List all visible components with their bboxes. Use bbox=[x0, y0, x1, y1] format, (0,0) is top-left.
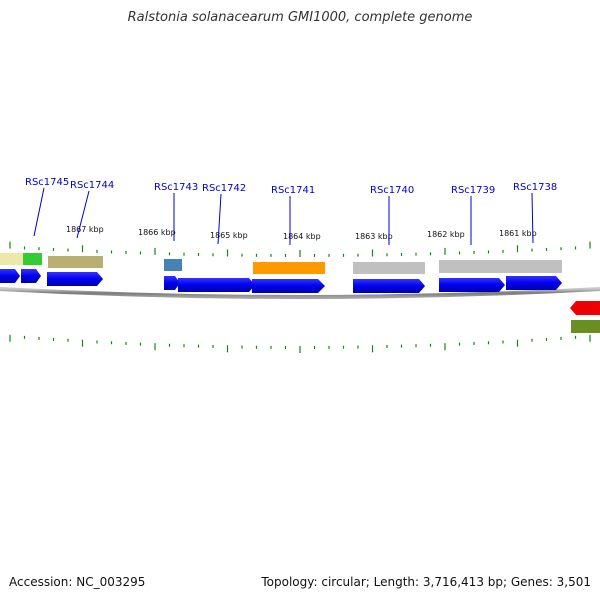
genome-backbone bbox=[0, 287, 600, 299]
feature-bars bbox=[0, 253, 562, 274]
gene-labels: RSc1745 RSc1744 RSc1743 RSc1742 RSc1741 … bbox=[25, 177, 557, 196]
gene-label-rsc1738[interactable]: RSc1738 bbox=[513, 182, 557, 193]
cds-arrow[interactable] bbox=[178, 278, 255, 292]
gray-feature-2[interactable] bbox=[439, 260, 562, 273]
cds-arrow[interactable] bbox=[164, 276, 180, 290]
scale-label: 1861 kbp bbox=[499, 229, 537, 238]
darkolive-feature[interactable] bbox=[571, 320, 600, 333]
gray-feature-1[interactable] bbox=[353, 262, 425, 274]
cds-arrow[interactable] bbox=[252, 279, 325, 293]
scale-labels: 1867 kbp 1866 kbp 1865 kbp 1864 kbp 1863… bbox=[66, 225, 537, 241]
scale-label: 1863 kbp bbox=[355, 232, 393, 241]
cds-arrow[interactable] bbox=[21, 269, 41, 283]
gene-label-pointers bbox=[33, 187, 534, 245]
scale-label: 1864 kbp bbox=[283, 232, 321, 241]
steelblue-feature[interactable] bbox=[164, 259, 182, 271]
gene-label-rsc1741[interactable]: RSc1741 bbox=[271, 185, 315, 196]
cds-arrow[interactable] bbox=[439, 278, 505, 292]
red-feature[interactable] bbox=[570, 301, 600, 315]
cds-arrow[interactable] bbox=[47, 272, 103, 286]
scale-label: 1866 kbp bbox=[138, 228, 176, 237]
green-feature[interactable] bbox=[23, 253, 42, 265]
orange-feature[interactable] bbox=[253, 262, 325, 274]
gene-label-rsc1745[interactable]: RSc1745 bbox=[25, 177, 69, 188]
scale-label: 1865 kbp bbox=[210, 231, 248, 240]
yellow-feature[interactable] bbox=[0, 253, 23, 265]
gene-label-rsc1744[interactable]: RSc1744 bbox=[70, 180, 114, 191]
cds-arrow[interactable] bbox=[353, 279, 425, 293]
gene-label-rsc1742[interactable]: RSc1742 bbox=[202, 183, 246, 194]
cds-arrows bbox=[0, 269, 562, 293]
genome-summary-text: Topology: circular; Length: 3,716,413 bp… bbox=[261, 575, 591, 589]
gene-label-rsc1743[interactable]: RSc1743 bbox=[154, 182, 198, 193]
gene-label-rsc1740[interactable]: RSc1740 bbox=[370, 185, 414, 196]
accession-text: Accession: NC_003295 bbox=[9, 575, 146, 589]
scale-label: 1862 kbp bbox=[427, 230, 465, 239]
cds-arrow[interactable] bbox=[506, 276, 562, 290]
gene-label-rsc1739[interactable]: RSc1739 bbox=[451, 185, 495, 196]
scale-ticks-outer bbox=[9, 241, 591, 257]
scale-label: 1867 kbp bbox=[66, 225, 104, 234]
cds-arrow[interactable] bbox=[0, 269, 20, 283]
olive-feature[interactable] bbox=[48, 256, 103, 268]
map-title: Ralstonia solanacearum GMI1000, complete… bbox=[127, 10, 473, 25]
scale-ticks-inner bbox=[9, 334, 591, 353]
